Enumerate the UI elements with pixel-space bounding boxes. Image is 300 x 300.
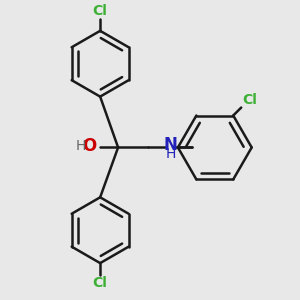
Text: N: N [163,136,177,154]
Text: Cl: Cl [93,276,108,290]
Text: O: O [82,137,96,155]
Text: Cl: Cl [93,4,108,18]
Text: Cl: Cl [242,92,257,106]
Text: H: H [76,140,86,154]
Text: H: H [166,147,176,161]
